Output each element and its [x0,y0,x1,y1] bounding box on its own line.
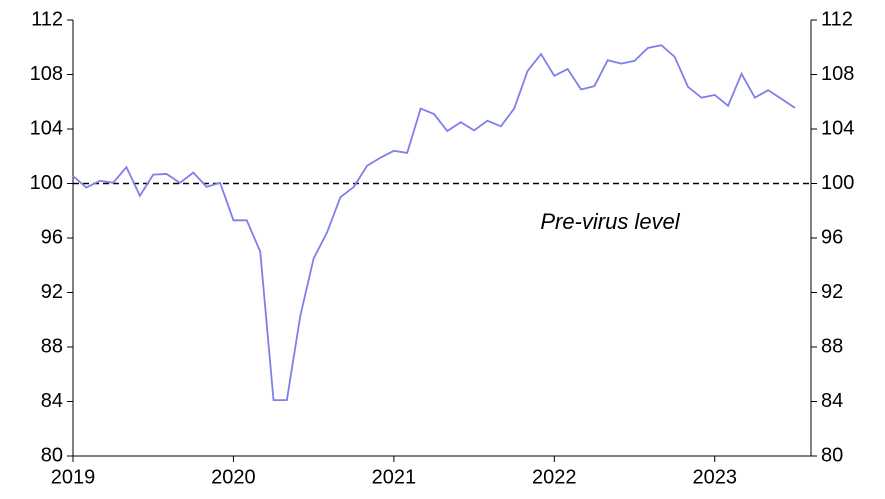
y2-tick-label: 104 [821,117,854,139]
y2-tick-label: 88 [821,335,843,357]
y-tick-label: 100 [30,172,63,194]
x-tick-label: 2023 [692,466,737,488]
x-tick-label: 2020 [211,466,256,488]
y-tick-label: 104 [30,117,63,139]
y2-tick-label: 84 [821,390,843,412]
y-tick-label: 112 [31,8,63,30]
x-tick-label: 2022 [532,466,577,488]
x-tick-label: 2021 [372,466,417,488]
y-tick-label: 80 [41,444,63,466]
y2-tick-label: 112 [821,8,853,30]
y2-tick-label: 108 [821,63,854,85]
y2-tick-label: 96 [821,226,843,248]
y2-tick-label: 100 [821,172,854,194]
annotation: Pre-virus level [540,209,680,234]
y-tick-label: 92 [41,281,63,303]
y-tick-label: 84 [41,390,63,412]
y-tick-label: 108 [30,63,63,85]
x-tick-label: 2019 [51,466,96,488]
y-tick-label: 88 [41,335,63,357]
y2-tick-label: 80 [821,444,843,466]
y2-tick-label: 92 [821,281,843,303]
data-line [72,44,796,402]
y-tick-label: 96 [41,226,63,248]
